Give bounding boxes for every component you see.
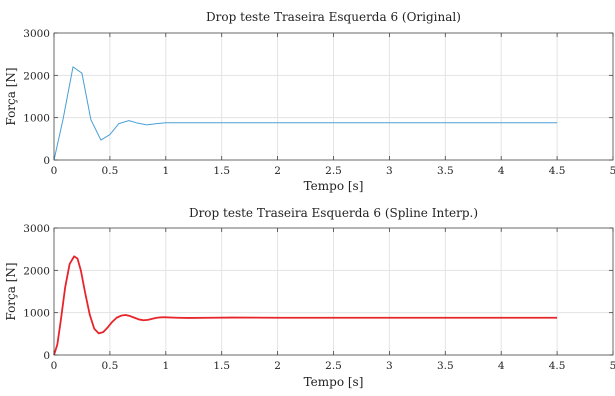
x-tick-label: 5 [610,360,615,372]
x-tick-label: 1 [162,165,169,177]
y-tick-label: 3000 [23,223,50,235]
x-tick-label: 3 [386,165,393,177]
series-line-1 [53,66,558,161]
y-axis-label: Força [N] [4,67,18,125]
y-tick-label: 1000 [23,308,50,320]
y-tick-label: 0 [43,350,50,362]
x-tick-label: 0.5 [102,360,119,372]
x-tick-label: 4.5 [549,165,566,177]
x-tick-label: 5 [610,165,615,177]
x-tick-label: 2 [274,165,281,177]
x-tick-label: 4 [498,165,505,177]
y-tick-label: 2000 [23,265,50,277]
y-tick-label: 1000 [23,113,50,125]
x-tick-label: 0 [51,165,58,177]
x-tick-label: 3.5 [437,165,454,177]
y-tick-label: 0 [43,155,50,167]
x-tick-label: 4.5 [549,360,566,372]
chart-panel-2: 0 0.5 1 1.5 2 2.5 3 3.5 4 4.5 5 0 1000 2000 3000 Drop t… [4,206,615,389]
y-tick-label: 3000 [23,28,50,40]
x-tick-label: 3 [386,360,393,372]
y-axis-label: Força [N] [4,262,18,320]
chart-title: Drop teste Traseira Esquerda 6 (Spline I… [189,206,478,220]
x-tick-label: 1.5 [213,165,230,177]
x-tick-label: 3.5 [437,360,454,372]
x-tick-label: 0.5 [102,165,119,177]
x-tick-label: 2 [274,360,281,372]
x-axis-label: Tempo [s] [304,179,364,193]
x-tick-label: 2.5 [325,165,342,177]
series-line-1 [53,255,558,356]
x-tick-label: 4 [498,360,505,372]
chart-panel-1: 0 0.5 1 1.5 2 2.5 3 3.5 4 4.5 5 0 1000 2000 3000 Drop t… [4,10,615,193]
y-tick-label: 2000 [23,70,50,82]
x-tick-label: 2.5 [325,360,342,372]
chart-title: Drop teste Traseira Esquerda 6 (Original… [206,10,461,24]
x-tick-label: 1.5 [213,360,230,372]
x-tick-label: 0 [51,360,58,372]
x-tick-label: 1 [162,360,169,372]
x-axis-label: Tempo [s] [304,375,364,389]
